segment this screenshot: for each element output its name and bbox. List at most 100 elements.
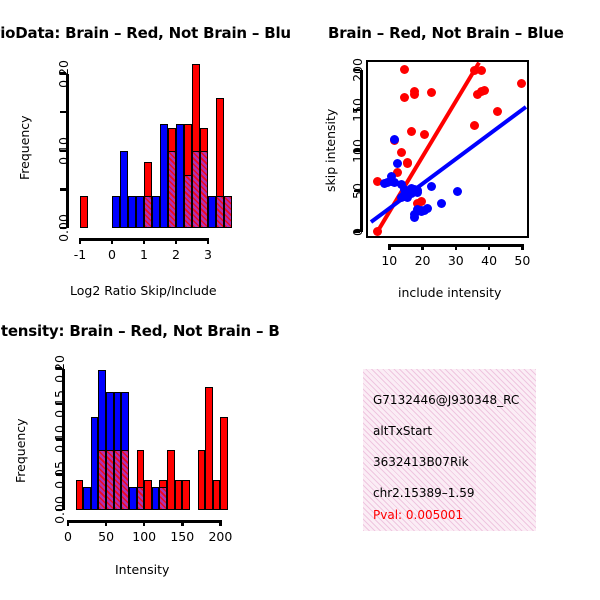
- scatter-point-brain: [469, 120, 479, 130]
- intensity-histogram-y-axis-label: Frequency: [13, 418, 28, 483]
- scatter-point-not-brain: [403, 193, 413, 203]
- y-axis-tick: [56, 473, 62, 476]
- y-axis-tick-label: 0.00: [52, 496, 67, 524]
- scatter-y-axis-label: skip intensity: [323, 108, 338, 192]
- histogram-bar-overlap: [106, 449, 114, 510]
- histogram-bar-brain: [212, 479, 221, 510]
- scatter-point-brain: [479, 85, 489, 95]
- histogram-bar-overlap: [159, 487, 168, 510]
- histogram-bar-overlap: [121, 449, 129, 510]
- histogram-bar-not-brain: [83, 487, 91, 510]
- y-axis-tick: [60, 110, 66, 114]
- y-axis-tick: [60, 188, 66, 191]
- scatter-point-brain: [400, 93, 410, 103]
- x-axis-tick: [78, 238, 82, 244]
- histogram-bar-not-brain: [128, 487, 137, 510]
- info-line-locus: chr2.15389–1.59: [373, 486, 475, 500]
- histogram-bar-overlap: [192, 150, 200, 228]
- x-axis-tick: [487, 244, 491, 250]
- histogram-bar-overlap: [184, 175, 192, 228]
- scatter-point-brain: [373, 226, 383, 236]
- histogram-bar-brain: [182, 479, 190, 510]
- scatter-point-brain: [396, 148, 406, 158]
- histogram-bar-not-brain: [152, 195, 160, 228]
- scatter-plot-area: [366, 60, 529, 238]
- histogram-bar-brain: [144, 479, 152, 510]
- scatter-point-brain: [410, 89, 420, 99]
- scatter-point-brain: [426, 88, 436, 98]
- info-line-probe: G7132446@J930348_RC: [373, 393, 520, 407]
- x-axis-tick: [104, 520, 108, 526]
- y-axis-tick-label: 0.10: [52, 425, 67, 454]
- y-axis-tick-label: 150: [350, 98, 365, 123]
- scatter-point-not-brain: [390, 178, 400, 188]
- x-axis-tick-label: 200: [208, 529, 233, 544]
- ratio-histogram-plot-area: [72, 62, 232, 228]
- intensity-histogram-plot-area: [68, 365, 228, 510]
- histogram-bar-brain: [80, 195, 88, 228]
- y-axis-tick-label: 0.10: [56, 136, 71, 165]
- histogram-bar-overlap: [200, 150, 208, 228]
- x-axis-tick: [421, 244, 424, 250]
- y-axis-tick-label: 0.05: [52, 460, 67, 489]
- x-axis-tick: [219, 520, 222, 526]
- panel-ratio-histogram: RatioData: Brain – Red, Not Brain – Blu …: [0, 0, 300, 300]
- scatter-point-brain: [469, 65, 479, 75]
- y-axis-tick-label: 50: [350, 183, 365, 200]
- scatter-point-brain: [416, 196, 426, 206]
- panel-intensity-histogram: ne Itensity: Brain – Red, Not Brain – B …: [0, 300, 300, 600]
- histogram-bar-not-brain: [112, 195, 120, 228]
- scatter-point-not-brain: [413, 187, 423, 197]
- y-axis-tick-label: 100: [350, 138, 365, 163]
- y-axis-line: [62, 368, 65, 510]
- histogram-bar-brain: [167, 449, 175, 510]
- y-axis-tick: [354, 149, 360, 152]
- y-axis-tick-label: 0.20: [56, 59, 71, 88]
- x-axis-tick-label: 3: [204, 247, 212, 262]
- scatter-x-axis-label: include intensity: [398, 285, 502, 300]
- intensity-histogram-title: ne Itensity: Brain – Red, Not Brain – B: [0, 322, 280, 340]
- ratio-histogram-x-axis-label: Log2 Ratio Skip/Include: [70, 283, 217, 298]
- scatter-point-brain: [393, 167, 403, 177]
- histogram-bar-overlap: [224, 195, 232, 228]
- x-axis-tick-label: 30: [447, 253, 464, 268]
- histogram-bar-brain: [75, 479, 84, 510]
- scatter-point-brain: [420, 129, 430, 139]
- info-line-gene-symbol: 3632413B07Rik: [373, 455, 469, 469]
- y-axis-tick: [354, 230, 360, 233]
- scatter-title: Brain – Red, Not Brain – Blue: [328, 24, 564, 42]
- y-axis-tick-label: 200: [350, 57, 365, 82]
- histogram-bar-brain: [197, 449, 206, 510]
- y-axis-tick: [354, 189, 360, 193]
- x-axis-tick-label: 20: [414, 253, 431, 268]
- scatter-point-brain: [493, 106, 503, 116]
- info-line-pvalue: Pval: 0.005001: [373, 508, 464, 522]
- ratio-histogram-y-axis-label: Frequency: [17, 115, 32, 180]
- ratio-histogram-title: RatioData: Brain – Red, Not Brain – Blu: [0, 24, 291, 42]
- x-axis-tick-label: 0: [64, 529, 72, 544]
- y-axis-tick: [56, 367, 62, 370]
- y-axis-tick: [60, 72, 66, 75]
- scatter-point-brain: [476, 66, 486, 76]
- histogram-bar-overlap: [113, 449, 122, 510]
- x-axis-tick: [521, 244, 524, 250]
- y-axis-tick: [354, 68, 360, 71]
- histogram-bar-brain: [220, 417, 228, 510]
- histogram-bar-overlap: [98, 449, 107, 510]
- x-axis-tick: [66, 520, 70, 526]
- scatter-point-not-brain: [390, 135, 400, 145]
- intensity-histogram-x-axis-label: Intensity: [115, 562, 170, 577]
- histogram-bar-not-brain: [160, 123, 168, 228]
- x-axis-tick: [206, 238, 210, 244]
- scatter-point-not-brain: [453, 186, 463, 196]
- histogram-bar-not-brain: [90, 416, 99, 510]
- x-axis-tick-label: 50: [514, 253, 531, 268]
- x-axis-tick: [110, 238, 114, 244]
- x-axis-tick-label: -1: [73, 247, 87, 262]
- histogram-bar-not-brain: [128, 195, 136, 228]
- scatter-point-brain: [373, 177, 383, 187]
- x-axis-tick-label: 1: [140, 247, 148, 262]
- x-axis-tick: [142, 238, 146, 244]
- x-axis-tick-label: 0: [108, 247, 116, 262]
- x-axis-tick: [388, 244, 391, 250]
